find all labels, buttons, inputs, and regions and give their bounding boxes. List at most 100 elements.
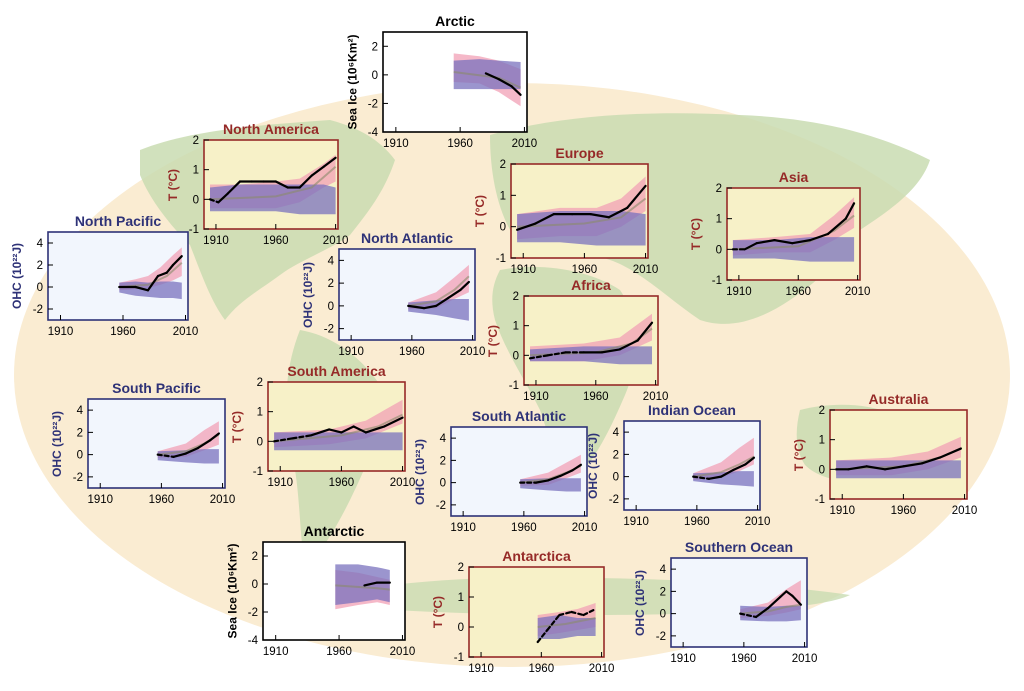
chart-title: Indian Ocean — [648, 402, 736, 418]
y-tick-label: -1 — [815, 494, 825, 506]
model-mean-line — [693, 455, 755, 478]
y-tick-label: -2 — [609, 494, 619, 506]
y-tick-label: -2 — [33, 304, 43, 316]
chart-plot: -4 -2 0 2 1910 1960 2010 — [248, 541, 415, 658]
x-tick-label: 2010 — [390, 646, 416, 658]
chart-title: North Atlantic — [360, 230, 454, 246]
observed-segment — [484, 72, 500, 81]
observed-segment — [883, 465, 905, 471]
observed-segment — [636, 321, 654, 342]
observed-segment — [352, 425, 367, 434]
y-tick-label: 2 — [37, 260, 43, 272]
observed-segment — [767, 595, 782, 610]
plot-frame — [450, 426, 588, 517]
model-mean-line — [517, 197, 647, 228]
band-natural-only — [408, 299, 469, 321]
observed-segment-dashed — [536, 628, 549, 644]
x-tick-label: 1910 — [523, 391, 549, 403]
y-tick-label: 2 — [660, 586, 666, 598]
chart-title: Antarctic — [303, 523, 365, 539]
model-mean-line — [209, 165, 337, 201]
observed-segment — [156, 271, 168, 278]
y-tick-label: -4 — [248, 635, 259, 647]
x-tick-label: 1960 — [329, 477, 355, 489]
chart-panel-south-america: South America T (°C) -1 0 1 2 1910 1960 2010 — [230, 363, 415, 489]
y-axis-label: OHC (10²²J) — [301, 261, 316, 328]
x-tick-label: 1960 — [399, 346, 425, 358]
chart-plot: -2 0 2 4 1910 1960 2010 — [609, 420, 770, 528]
observed-segment — [322, 156, 337, 168]
observed-segment — [618, 339, 639, 351]
plot-frame — [726, 187, 861, 281]
y-tick-label: 2 — [458, 562, 464, 574]
band-natural-only — [836, 460, 961, 479]
band-natural-plus-anthropogenic — [693, 437, 754, 480]
x-tick-label: 1960 — [447, 138, 473, 150]
y-tick-label: -1 — [712, 275, 722, 287]
x-tick-label: 1910 — [829, 505, 855, 517]
y-tick-label: 1 — [500, 190, 506, 202]
y-tick-label: 0 — [613, 472, 619, 484]
chart-title: Southern Ocean — [684, 539, 794, 555]
y-tick-label: -2 — [368, 98, 378, 110]
chart-panel-antarctic: Antarctic Sea Ice (10⁶Km²) -4 -2 0 2 1910 1960 2… — [225, 523, 415, 658]
observed-segment — [510, 85, 522, 96]
y-axis-label: T (°C) — [230, 410, 245, 443]
y-axis-label: T (°C) — [166, 168, 181, 201]
observed-segment — [184, 446, 200, 455]
x-tick-label: 1960 — [110, 326, 136, 338]
x-tick-label: 1960 — [529, 663, 555, 675]
y-tick-label: -1 — [189, 224, 199, 236]
y-axis-label: T (°C) — [486, 324, 501, 357]
observed-segment — [547, 474, 562, 482]
model-mean-line — [274, 413, 404, 443]
x-tick-label: 1910 — [450, 522, 476, 534]
x-tick-label: 1910 — [383, 138, 409, 150]
plot-frame — [523, 295, 659, 386]
band-natural-only — [210, 184, 336, 215]
plot-frame — [338, 248, 476, 341]
chart-panel-south-pacific: South Pacific OHC (10²²J) -2 0 2 4 1910 1960 201… — [50, 380, 235, 506]
x-tick-label: 1910 — [670, 653, 696, 665]
observed-segment — [328, 428, 343, 434]
x-tick-label: 2010 — [633, 264, 659, 276]
observed-segment — [363, 581, 379, 587]
chart-panel-arctic: Arctic Sea Ice (10⁶Km²) -4 -2 0 2 1910 1960 2010 — [345, 13, 537, 150]
plot-frame — [829, 409, 968, 500]
observed-segment — [826, 217, 847, 236]
chart-title: South Pacific — [112, 380, 201, 396]
x-tick-label: 1910 — [87, 494, 113, 506]
x-tick-label: 2010 — [512, 138, 538, 150]
chart-panel-indian-ocean: Indian Ocean OHC (10²²J) -2 0 2 4 1910 1960 2010 — [586, 402, 770, 528]
y-tick-label: 0 — [328, 301, 334, 313]
x-tick-label: 2010 — [323, 235, 349, 247]
y-tick-label: 0 — [372, 70, 378, 82]
chart-title: Asia — [778, 169, 809, 185]
observed-segment — [310, 165, 325, 177]
y-axis-label: T (°C) — [792, 438, 807, 471]
x-tick-label: 1960 — [731, 653, 757, 665]
chart-panel-southern-ocean: Southern Ocean OHC (10²²J) -2 0 2 4 1910 1960 20… — [633, 539, 817, 665]
x-tick-label: 2010 — [173, 326, 199, 338]
y-tick-label: 0 — [252, 579, 258, 591]
y-tick-label: 0 — [716, 244, 722, 256]
x-tick-label: 2010 — [792, 653, 818, 665]
observed-segment — [497, 78, 513, 88]
y-tick-label: -1 — [454, 652, 464, 664]
model-mean-line — [335, 584, 390, 591]
observed-segment — [516, 222, 537, 231]
plot-frame — [87, 398, 226, 489]
y-tick-label: 2 — [77, 427, 83, 439]
x-tick-label: 2010 — [390, 477, 416, 489]
observed-segment-dashed — [156, 453, 175, 458]
x-tick-label: 1910 — [623, 516, 649, 528]
plot-frame — [267, 381, 406, 472]
observed-segment — [938, 447, 962, 459]
observed-segment — [720, 468, 735, 478]
chart-panel-north-america: North America T (°C) -1 0 1 2 1910 1960 2010 — [166, 121, 348, 247]
y-tick-label: -1 — [509, 380, 519, 392]
x-tick-label: 1960 — [684, 516, 710, 528]
chart-panel-africa: Africa T (°C) -1 0 1 2 1910 1960 2010 — [486, 277, 668, 403]
observed-segment — [791, 239, 812, 245]
plot-frame — [382, 31, 528, 133]
